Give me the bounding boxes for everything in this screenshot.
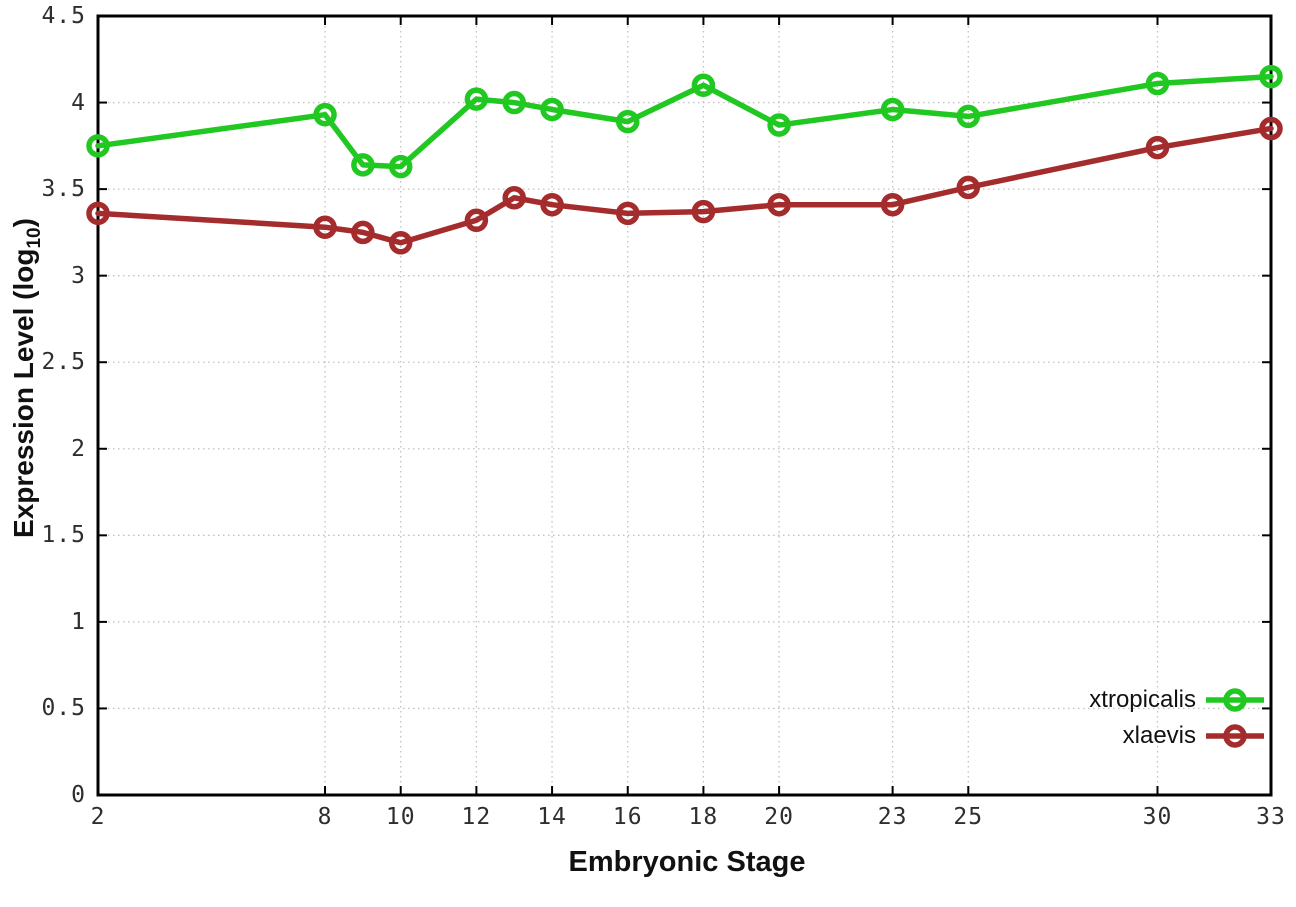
data-point-marker-xtropicalis [767, 113, 791, 137]
legend-label: xtropicalis [1089, 686, 1196, 713]
y-axis-title-text: Expression Level (log [8, 248, 40, 538]
x-tick-label: 20 [764, 804, 794, 830]
x-tick-label: 25 [953, 804, 984, 830]
data-point-marker-xlaevis [1259, 116, 1283, 141]
series-line-xlaevis [95, 125, 1274, 246]
x-tick-label: 16 [612, 804, 643, 830]
data-point-marker-xlaevis [86, 201, 110, 226]
data-point-marker-xtropicalis [86, 134, 110, 158]
x-tick-label: 23 [877, 804, 908, 830]
y-axis-title-subscript: 10 [23, 227, 45, 249]
data-point-marker-xlaevis [615, 201, 640, 226]
data-point-marker-xlaevis [388, 231, 413, 255]
x-tick-label: 18 [688, 804, 719, 830]
data-point-marker-xtropicalis [313, 102, 337, 127]
x-axis-title: Embryonic Stage [568, 846, 806, 878]
data-point-marker-xtropicalis [956, 104, 981, 129]
y-tick-label: 2 [71, 435, 86, 462]
x-tick-label: 12 [461, 804, 492, 830]
legend-marker-xlaevis [1206, 724, 1264, 748]
data-point-marker-xlaevis [502, 186, 526, 210]
y-tick-label: 1.5 [41, 522, 86, 549]
x-tick-label: 14 [537, 804, 567, 830]
data-point-marker-xtropicalis [691, 73, 716, 97]
x-tick-label: 33 [1256, 804, 1286, 830]
legend-marker-xtropicalis [1206, 688, 1264, 712]
series-line-xtropicalis [95, 73, 1274, 170]
y-tick-label: 3 [71, 262, 86, 289]
data-point-marker-xtropicalis [615, 109, 640, 134]
data-point-marker-xlaevis [880, 192, 905, 217]
y-tick-label: 0 [71, 782, 86, 808]
x-tick-label: 30 [1142, 804, 1173, 830]
y-tick-label: 4.5 [41, 3, 86, 29]
data-point-marker-xtropicalis [502, 90, 526, 115]
data-point-marker-xlaevis [1145, 135, 1170, 160]
data-point-marker-xlaevis [767, 192, 791, 217]
y-tick-label: 2.5 [41, 349, 86, 376]
x-tick-label: 10 [385, 804, 416, 830]
data-point-marker-xtropicalis [351, 153, 375, 177]
data-point-marker-xtropicalis [1145, 71, 1170, 96]
y-axis-title-suffix: ) [8, 218, 40, 228]
y-tick-label: 1 [71, 608, 86, 635]
data-point-marker-xtropicalis [1259, 64, 1283, 89]
data-point-marker-xlaevis [351, 220, 375, 245]
x-tick-label: 8 [317, 804, 333, 830]
legend: xtropicalis xlaevis [1089, 682, 1264, 754]
data-point-marker-xlaevis [540, 192, 564, 217]
legend-label: xlaevis [1122, 722, 1196, 749]
data-point-marker-xlaevis [956, 175, 981, 200]
data-point-marker-xlaevis [691, 199, 716, 224]
y-tick-label: 3.5 [41, 176, 86, 203]
x-tick-label: 2 [90, 804, 106, 830]
y-tick-label: 4 [71, 89, 86, 116]
legend-item-xlaevis: xlaevis [1089, 718, 1264, 754]
data-point-marker-xlaevis [313, 215, 337, 239]
y-tick-label: 0.5 [41, 695, 86, 722]
data-point-marker-xlaevis [464, 208, 489, 233]
data-point-marker-xtropicalis [464, 87, 489, 111]
plot-border [96, 14, 1273, 797]
data-point-marker-xtropicalis [388, 154, 413, 179]
data-point-marker-xtropicalis [880, 97, 905, 122]
data-point-marker-xtropicalis [540, 97, 564, 122]
legend-item-xtropicalis: xtropicalis [1089, 682, 1264, 718]
